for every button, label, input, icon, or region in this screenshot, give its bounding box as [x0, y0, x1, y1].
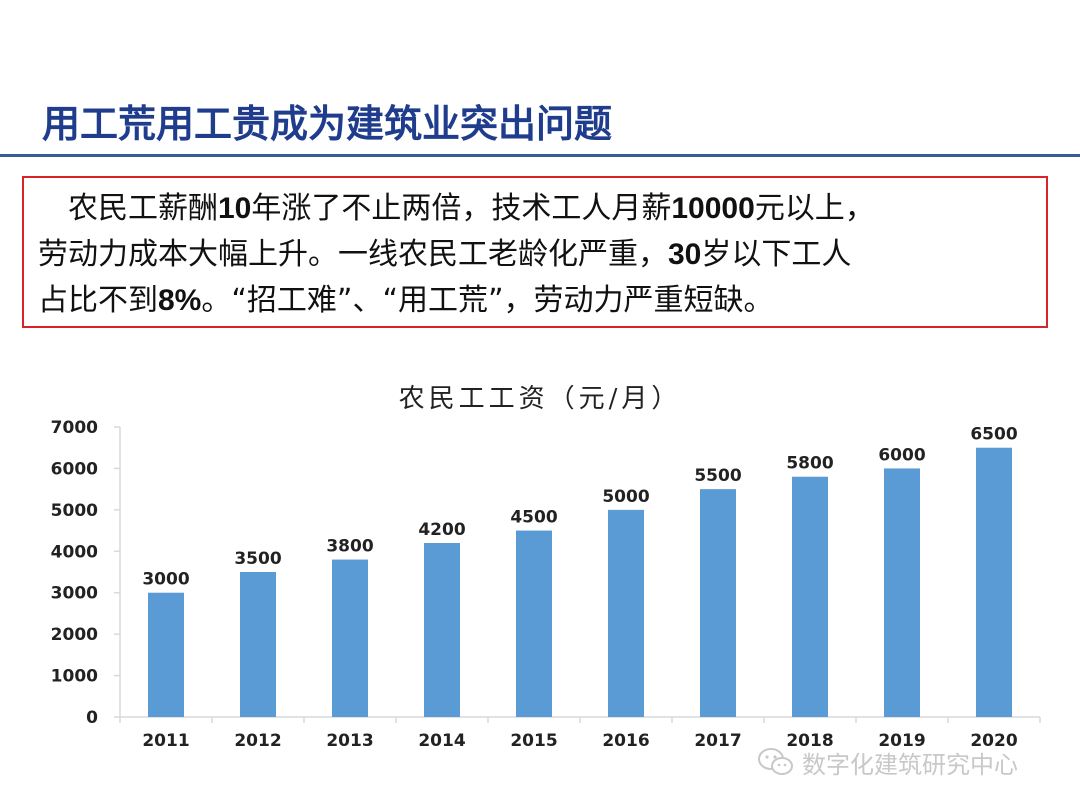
data-label-2013: 3800 — [326, 537, 373, 557]
bar-2014 — [424, 543, 460, 717]
x-tick-label-2019: 2019 — [878, 731, 925, 751]
y-axis: 0 1000 2000 3000 4000 5000 6000 7000 — [51, 418, 121, 728]
x-tick-label-2015: 2015 — [510, 731, 557, 751]
data-label-2011: 3000 — [142, 570, 189, 590]
bars — [148, 447, 1012, 717]
data-label-2012: 3500 — [234, 549, 281, 569]
bar-2012 — [240, 572, 276, 717]
summary-line-1: 农民工薪酬10年涨了不止两倍，技术工人月薪10000元以上， — [38, 186, 1034, 232]
y-tick-label: 4000 — [51, 542, 98, 562]
x-tick-label-2017: 2017 — [694, 731, 741, 751]
summary-text: 元以上， — [754, 191, 875, 226]
data-label-2014: 4200 — [418, 520, 465, 540]
summary-number: 30 — [668, 238, 702, 271]
x-tick-label-2013: 2013 — [326, 731, 373, 751]
summary-text: 农民工薪酬 — [68, 191, 218, 226]
data-label-2015: 4500 — [510, 508, 557, 528]
data-label-2018: 5800 — [786, 454, 833, 474]
chart-title: 农民工工资（元/月） — [398, 384, 682, 414]
bar-2016 — [608, 509, 644, 717]
data-labels: 3000 3500 3800 4200 4500 5000 5500 5800 6000 6500 — [142, 425, 1017, 590]
summary-text: 岁以下工人 — [701, 237, 852, 272]
summary-box: 农民工薪酬10年涨了不止两倍，技术工人月薪10000元以上， 劳动力成本大幅上升… — [22, 176, 1048, 328]
y-tick-label: 1000 — [51, 667, 98, 687]
data-label-2017: 5500 — [694, 466, 741, 486]
data-label-2019: 6000 — [878, 445, 925, 465]
summary-number: 8% — [158, 284, 202, 317]
bar-2013 — [332, 559, 368, 717]
y-tick-label: 2000 — [51, 625, 98, 645]
watermark: 数字化建筑研究中心 — [756, 742, 1018, 782]
x-tick-label-2011: 2011 — [142, 731, 189, 751]
x-tick-label-2012: 2012 — [234, 731, 281, 751]
summary-number: 10000 — [671, 192, 755, 225]
summary-line-2: 劳动力成本大幅上升。一线农民工老龄化严重，30岁以下工人 — [38, 232, 1034, 278]
slide-title: 用工荒用工贵成为建筑业突出问题 — [42, 102, 613, 146]
summary-text: 。“招工难”、“用工荒”，劳动力严重短缺。 — [201, 283, 774, 318]
x-tick-label-2020: 2020 — [970, 731, 1017, 751]
data-label-2020: 6500 — [970, 425, 1017, 445]
summary-number: 10 — [218, 192, 252, 225]
title-divider — [0, 154, 1080, 157]
x-tick-label-2018: 2018 — [786, 731, 833, 751]
summary-text: 劳动力成本大幅上升。一线农民工老龄化严重， — [38, 237, 668, 272]
x-tick-label-2016: 2016 — [602, 731, 649, 751]
watermark-text: 数字化建筑研究中心 — [802, 750, 1018, 779]
summary-line-3: 占比不到8%。“招工难”、“用工荒”，劳动力严重短缺。 — [38, 278, 1034, 324]
y-tick-label: 0 — [86, 708, 98, 728]
summary-text: 年涨了不止两倍，技术工人月薪 — [251, 191, 672, 226]
bar-2018 — [792, 476, 828, 717]
summary-text: 占比不到 — [38, 283, 158, 318]
y-tick-label: 3000 — [51, 584, 98, 604]
data-label-2016: 5000 — [602, 487, 649, 507]
x-tick-label-2014: 2014 — [418, 731, 465, 751]
wage-bar-chart: 0 1000 2000 3000 4000 5000 6000 7000 2011 2012 20… — [51, 418, 1041, 751]
wechat-icon — [756, 746, 796, 778]
indent — [38, 191, 68, 226]
bar-2017 — [700, 489, 736, 717]
y-tick-label: 6000 — [51, 459, 98, 479]
y-tick-label: 7000 — [51, 418, 98, 438]
bar-2019 — [884, 468, 920, 717]
bar-2020 — [976, 447, 1012, 717]
bar-2015 — [516, 530, 552, 717]
bar-2011 — [148, 592, 184, 717]
y-tick-label: 5000 — [51, 501, 98, 521]
